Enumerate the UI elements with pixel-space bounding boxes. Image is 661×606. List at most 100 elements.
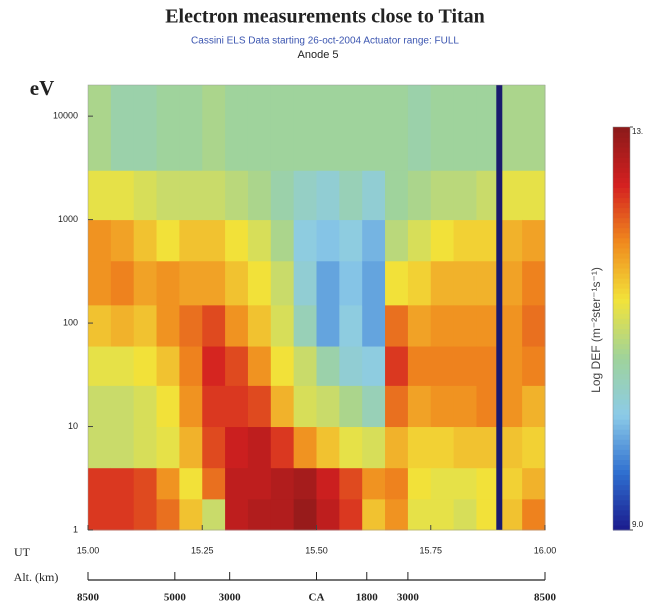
cell [453,385,477,428]
colorbar-segment [613,298,630,304]
colorbar-segment [613,212,630,219]
colorbar-segment [613,469,630,476]
colorbar-segment [613,288,630,294]
cell [225,85,249,171]
colorbar-segment [613,318,630,324]
cell [453,467,477,500]
colorbar-segment [613,393,630,400]
cell [385,385,409,428]
cell [247,498,272,531]
cell [339,85,363,171]
cell [202,260,226,306]
cell [225,260,249,306]
cell [133,498,158,531]
cell [430,170,455,221]
subtitle: Cassini ELS Data starting 26-oct-2004 Ac… [191,36,459,47]
cell [156,346,180,386]
alt-axis-label: Alt. (km) [14,570,59,584]
cell [270,304,295,347]
cell [110,170,135,221]
cell [407,85,432,171]
cell [522,170,546,221]
colorbar-segment [613,207,630,214]
cell [247,304,272,347]
alt-tick-label: CA [309,592,325,604]
colorbar-segment [613,434,630,440]
cell [110,260,135,306]
colorbar-segment [613,222,630,229]
colorbar-segment [613,257,630,264]
colorbar-segment [613,242,630,249]
cell [225,426,249,469]
cell [362,346,386,386]
colorbar-segment [613,142,630,148]
alt-tick-label: 1800 [356,592,379,604]
cell [385,304,409,347]
colorbar-segment [613,137,630,143]
colorbar-segment [613,217,630,224]
colorbar-segment [613,454,630,460]
cell [88,467,112,500]
chart-title: Electron measurements close to Titan [165,6,485,28]
cell [202,219,226,262]
colorbar-segment [613,313,630,319]
cell [316,346,340,386]
cell [247,85,272,171]
cell [156,426,180,469]
cell [110,467,135,500]
cell [110,219,135,262]
cell [499,85,523,171]
colorbar-segment [613,328,630,335]
data-gap [496,85,503,530]
colorbar-segment [613,388,630,395]
cell [476,385,500,428]
cell [156,467,180,500]
colorbar-segment [613,383,630,390]
cell [339,426,363,469]
cell [385,85,409,171]
cell [225,498,249,531]
y-tick-label: 1000 [58,214,78,224]
cell [362,219,386,262]
colorbar-segment [613,192,630,199]
cell [270,498,295,531]
alt-tick-label: 3000 [397,592,420,604]
cell [247,426,272,469]
cell [225,304,249,347]
cell [133,346,158,386]
colorbar-segment [613,414,630,420]
colorbar-segment [613,404,630,410]
cell [179,385,203,428]
cell [499,346,523,386]
cell [407,385,432,428]
cell [225,346,249,386]
cell [156,260,180,306]
colorbar-segment [613,283,630,289]
colorbar-segment [613,268,630,274]
colorbar-segment [613,424,630,430]
cell [156,304,180,347]
cell [133,426,158,469]
cell [225,170,249,221]
colorbar-segment [613,494,630,501]
colorbar-segment [613,444,630,450]
cell [247,385,272,428]
x-axis-label: UT [14,545,31,559]
cell [293,426,317,469]
colorbar-tick-label: 9.0 [632,520,644,529]
y-axis-label: eV [30,76,55,100]
colorbar-segment [613,278,630,284]
cell [522,385,546,428]
cell [247,170,272,221]
cell [339,304,363,347]
cell [407,426,432,469]
colorbar-segment [613,227,630,234]
y-tick-label: 1 [73,524,78,534]
cell [430,498,455,531]
cell [88,304,112,347]
cell [430,219,455,262]
cell [247,346,272,386]
cell [133,385,158,428]
cell [476,85,500,171]
